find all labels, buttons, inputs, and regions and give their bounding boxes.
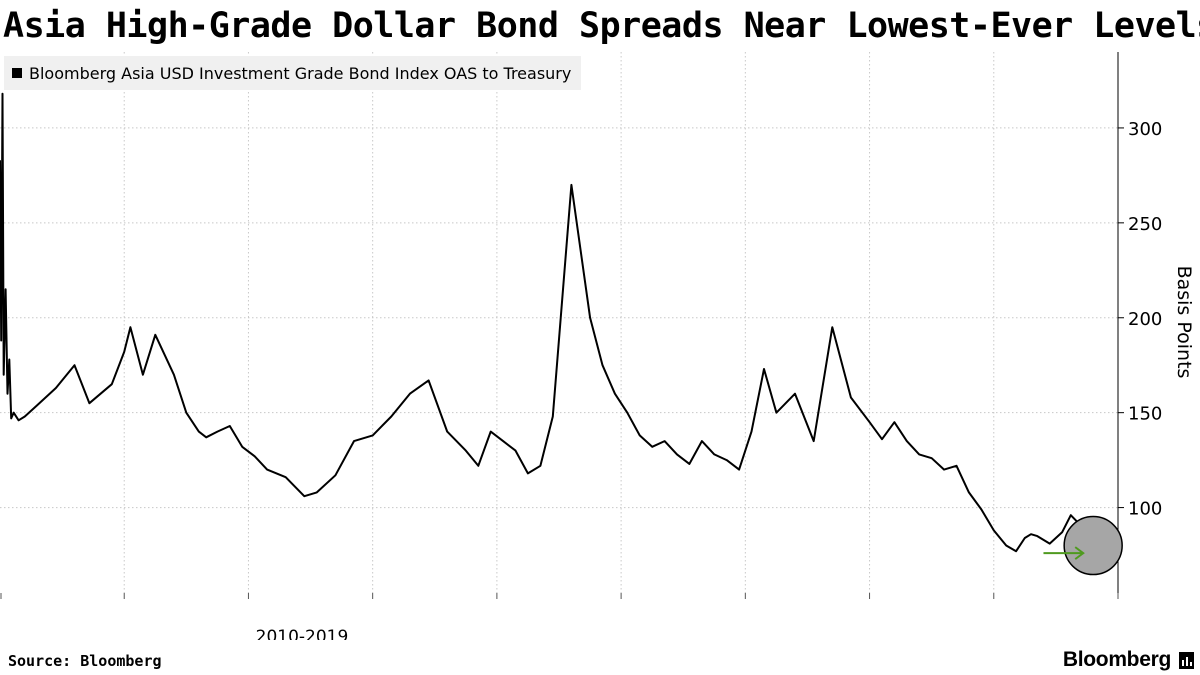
- brand-name: Bloomberg: [1062, 648, 1171, 671]
- y-tick-label: 100: [1128, 499, 1162, 520]
- y-tick-label: 300: [1128, 119, 1162, 140]
- highlight-circle: [1063, 515, 1123, 576]
- x-axis-label: 2010-2019: [256, 627, 349, 640]
- source-note: Source: Bloomberg: [8, 652, 162, 670]
- line-chart: 100 150 200 250 300 2010-2019 Basis Points: [0, 52, 1195, 640]
- series-line-0: [0, 92, 1097, 553]
- y-axis: 100 150 200 250 300: [0, 52, 1162, 599]
- y-axis-label: Basis Points: [1173, 266, 1195, 379]
- arrow-head-icon: [1074, 546, 1085, 560]
- legend-swatch: [12, 68, 22, 78]
- y-tick-label: 150: [1128, 404, 1162, 425]
- legend-label: Bloomberg Asia USD Investment Grade Bond…: [29, 63, 572, 83]
- brand-logo: Bloomberg: [1063, 648, 1194, 672]
- y-tick-label: 250: [1128, 214, 1162, 235]
- annotation-layer: [1043, 515, 1123, 576]
- chart-legend: Bloomberg Asia USD Investment Grade Bond…: [4, 56, 582, 90]
- chart-title: Asia High-Grade Dollar Bond Spreads Near…: [3, 6, 1200, 46]
- series-layer: [0, 92, 1097, 553]
- bloomberg-terminal-icon: [1179, 651, 1194, 669]
- grid-lines: [0, 52, 1118, 593]
- y-tick-label: 200: [1128, 309, 1162, 330]
